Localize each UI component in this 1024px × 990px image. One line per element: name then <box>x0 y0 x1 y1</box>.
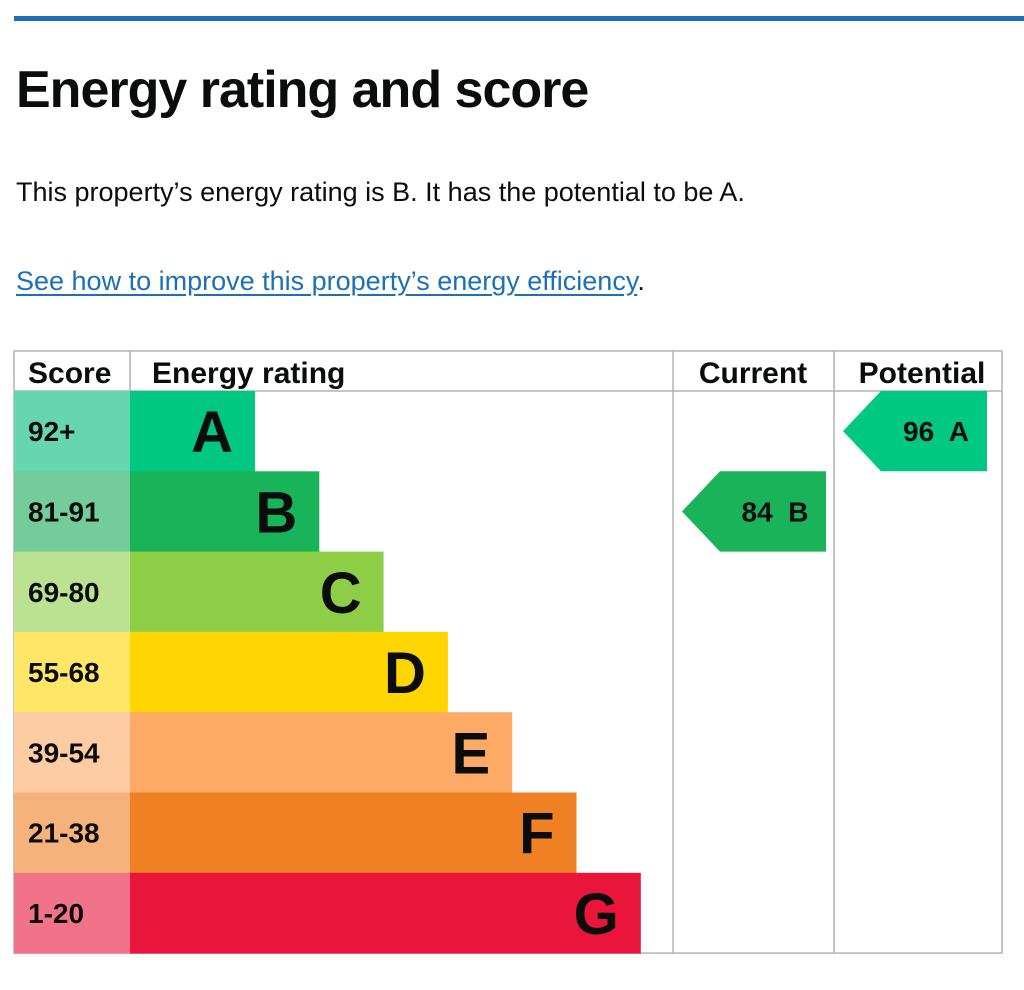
rating-letter-c: C <box>320 561 362 626</box>
rating-letter-e: E <box>452 721 491 786</box>
score-label-g: 1-20 <box>28 898 84 929</box>
score-cell-c <box>14 551 130 633</box>
rating-letter-b: B <box>255 480 297 545</box>
rating-letter-d: D <box>384 641 426 706</box>
top-rule <box>14 16 1024 21</box>
current-rating-arrow <box>682 471 826 552</box>
header-energy-rating: Energy rating <box>152 357 345 390</box>
score-cell-b <box>14 471 130 553</box>
score-label-b: 81-91 <box>28 496 100 527</box>
rating-bar-d <box>130 631 448 713</box>
score-label-f: 21-38 <box>28 818 100 849</box>
score-label-a: 92+ <box>28 416 76 447</box>
potential-rating-arrow-label: 96 A <box>903 416 969 447</box>
rating-bands: 92+ A 81-91 B 69-80 C 55-68 D 39-54 E 21-38 F 1-20 G <box>14 391 641 954</box>
score-cell-e <box>14 712 130 793</box>
score-cell-a <box>14 391 130 472</box>
header-score: Score <box>28 357 111 390</box>
score-cell-d <box>14 631 130 713</box>
potential-rating-arrow <box>843 391 987 472</box>
score-label-d: 55-68 <box>28 657 100 688</box>
score-label-c: 69-80 <box>28 577 100 608</box>
rating-letter-a: A <box>191 400 233 465</box>
rating-bar-c <box>130 551 384 633</box>
improve-energy-link[interactable]: See how to improve this property’s energ… <box>16 266 638 296</box>
rating-arrows: 84 B 96 A <box>682 391 987 552</box>
score-cell-g <box>14 872 130 954</box>
page-title: Energy rating and score <box>16 61 589 119</box>
rating-summary: This property’s energy rating is B. It h… <box>16 177 745 207</box>
score-label-e: 39-54 <box>28 737 100 768</box>
rating-letter-f: F <box>519 802 554 867</box>
rating-bar-g <box>130 872 641 954</box>
score-cell-f <box>14 792 130 874</box>
rating-bar-a <box>130 391 255 472</box>
header-current: Current <box>699 357 807 390</box>
improve-link-suffix: . <box>637 266 645 296</box>
rating-bar-e <box>130 712 513 793</box>
rating-bar-f <box>130 792 577 874</box>
improve-paragraph: See how to improve this property’s energ… <box>16 266 645 297</box>
rating-bar-b <box>130 471 320 553</box>
header-potential: Potential <box>859 357 986 390</box>
chart-header: Score Energy rating Current Potential <box>28 357 985 390</box>
current-rating-arrow-label: 84 B <box>742 496 809 527</box>
rating-letter-g: G <box>574 882 619 947</box>
